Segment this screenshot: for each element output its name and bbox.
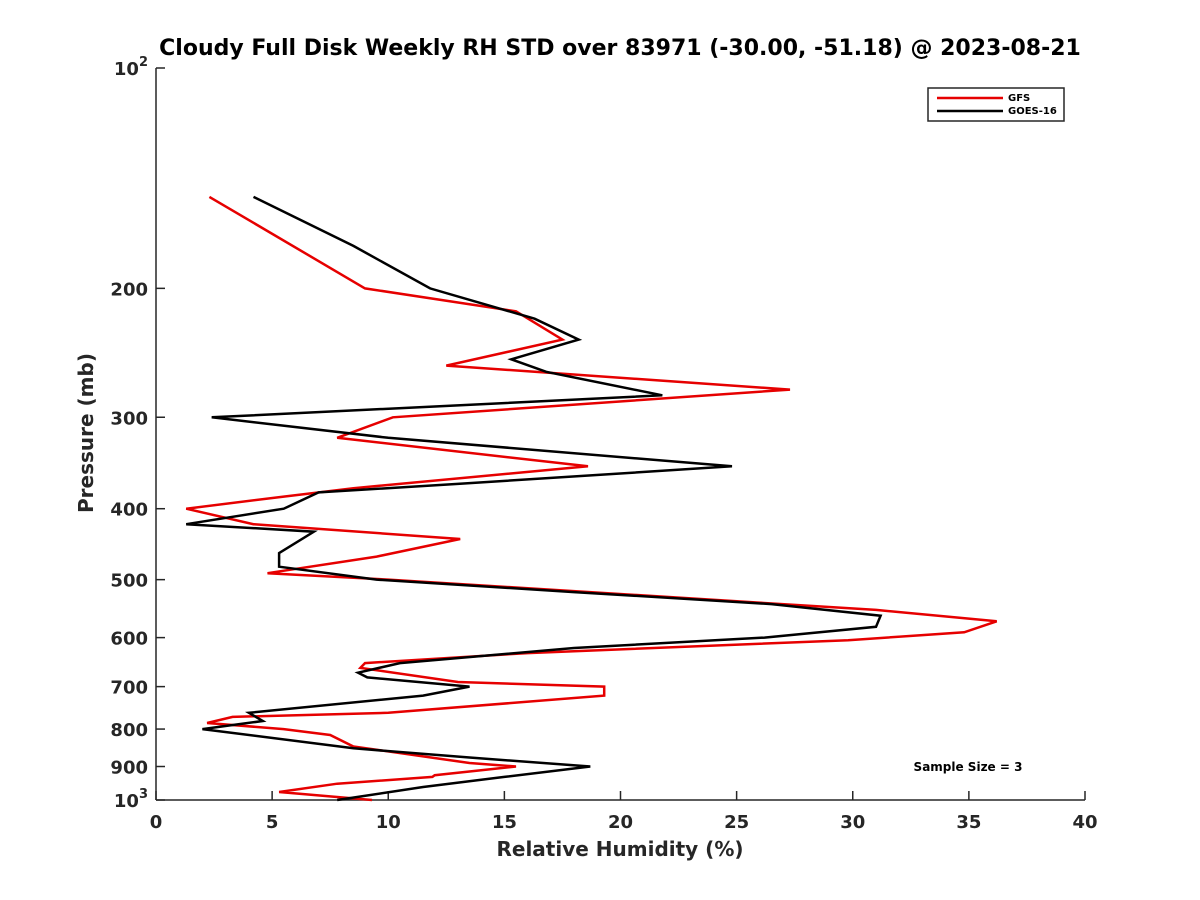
y-tick-label: 200 [110, 279, 148, 300]
series-line-gfs [185, 195, 998, 802]
x-tick-label: 35 [956, 812, 981, 833]
x-tick-label: 15 [492, 812, 517, 833]
y-axis-label: Pressure (mb) [74, 353, 98, 513]
x-tick-label: 40 [1072, 812, 1097, 833]
y-tick-label: 900 [110, 758, 148, 779]
plot-axes [155, 68, 1085, 801]
legend-label-goes16: GOES-16 [1008, 106, 1057, 117]
sample-size-annotation: Sample Size = 3 [914, 760, 1023, 774]
x-tick-label: 5 [266, 812, 279, 833]
x-tick-label: 25 [724, 812, 749, 833]
x-tick-label: 10 [376, 812, 401, 833]
x-axis-ticks: 0 5 10 15 20 25 30 35 40 [150, 791, 1098, 833]
series-line-goes16 [186, 195, 883, 802]
y-tick-label: 400 [110, 500, 148, 521]
legend-box [927, 87, 1065, 122]
x-axis-label: Relative Humidity (%) [496, 837, 743, 861]
y-tick-label: 800 [110, 720, 148, 741]
series-layer [185, 195, 998, 802]
y-tick-label: 700 [110, 678, 148, 699]
x-tick-label: 30 [840, 812, 865, 833]
y-tick-label: 600 [110, 629, 148, 650]
legend-label-gfs: GFS [1008, 93, 1030, 104]
y-axis-ticks: 102 200 300 400 500 600 700 800 900 103 [110, 55, 165, 812]
y-tick-label: 103 [114, 787, 148, 812]
y-tick-label: 500 [110, 571, 148, 592]
x-tick-label: 20 [608, 812, 633, 833]
legend: GFS GOES-16 [927, 87, 1065, 122]
y-tick-label: 300 [110, 408, 148, 429]
x-tick-label: 0 [150, 812, 163, 833]
y-tick-label: 102 [114, 55, 148, 80]
chart-title: Cloudy Full Disk Weekly RH STD over 8397… [159, 36, 1081, 61]
